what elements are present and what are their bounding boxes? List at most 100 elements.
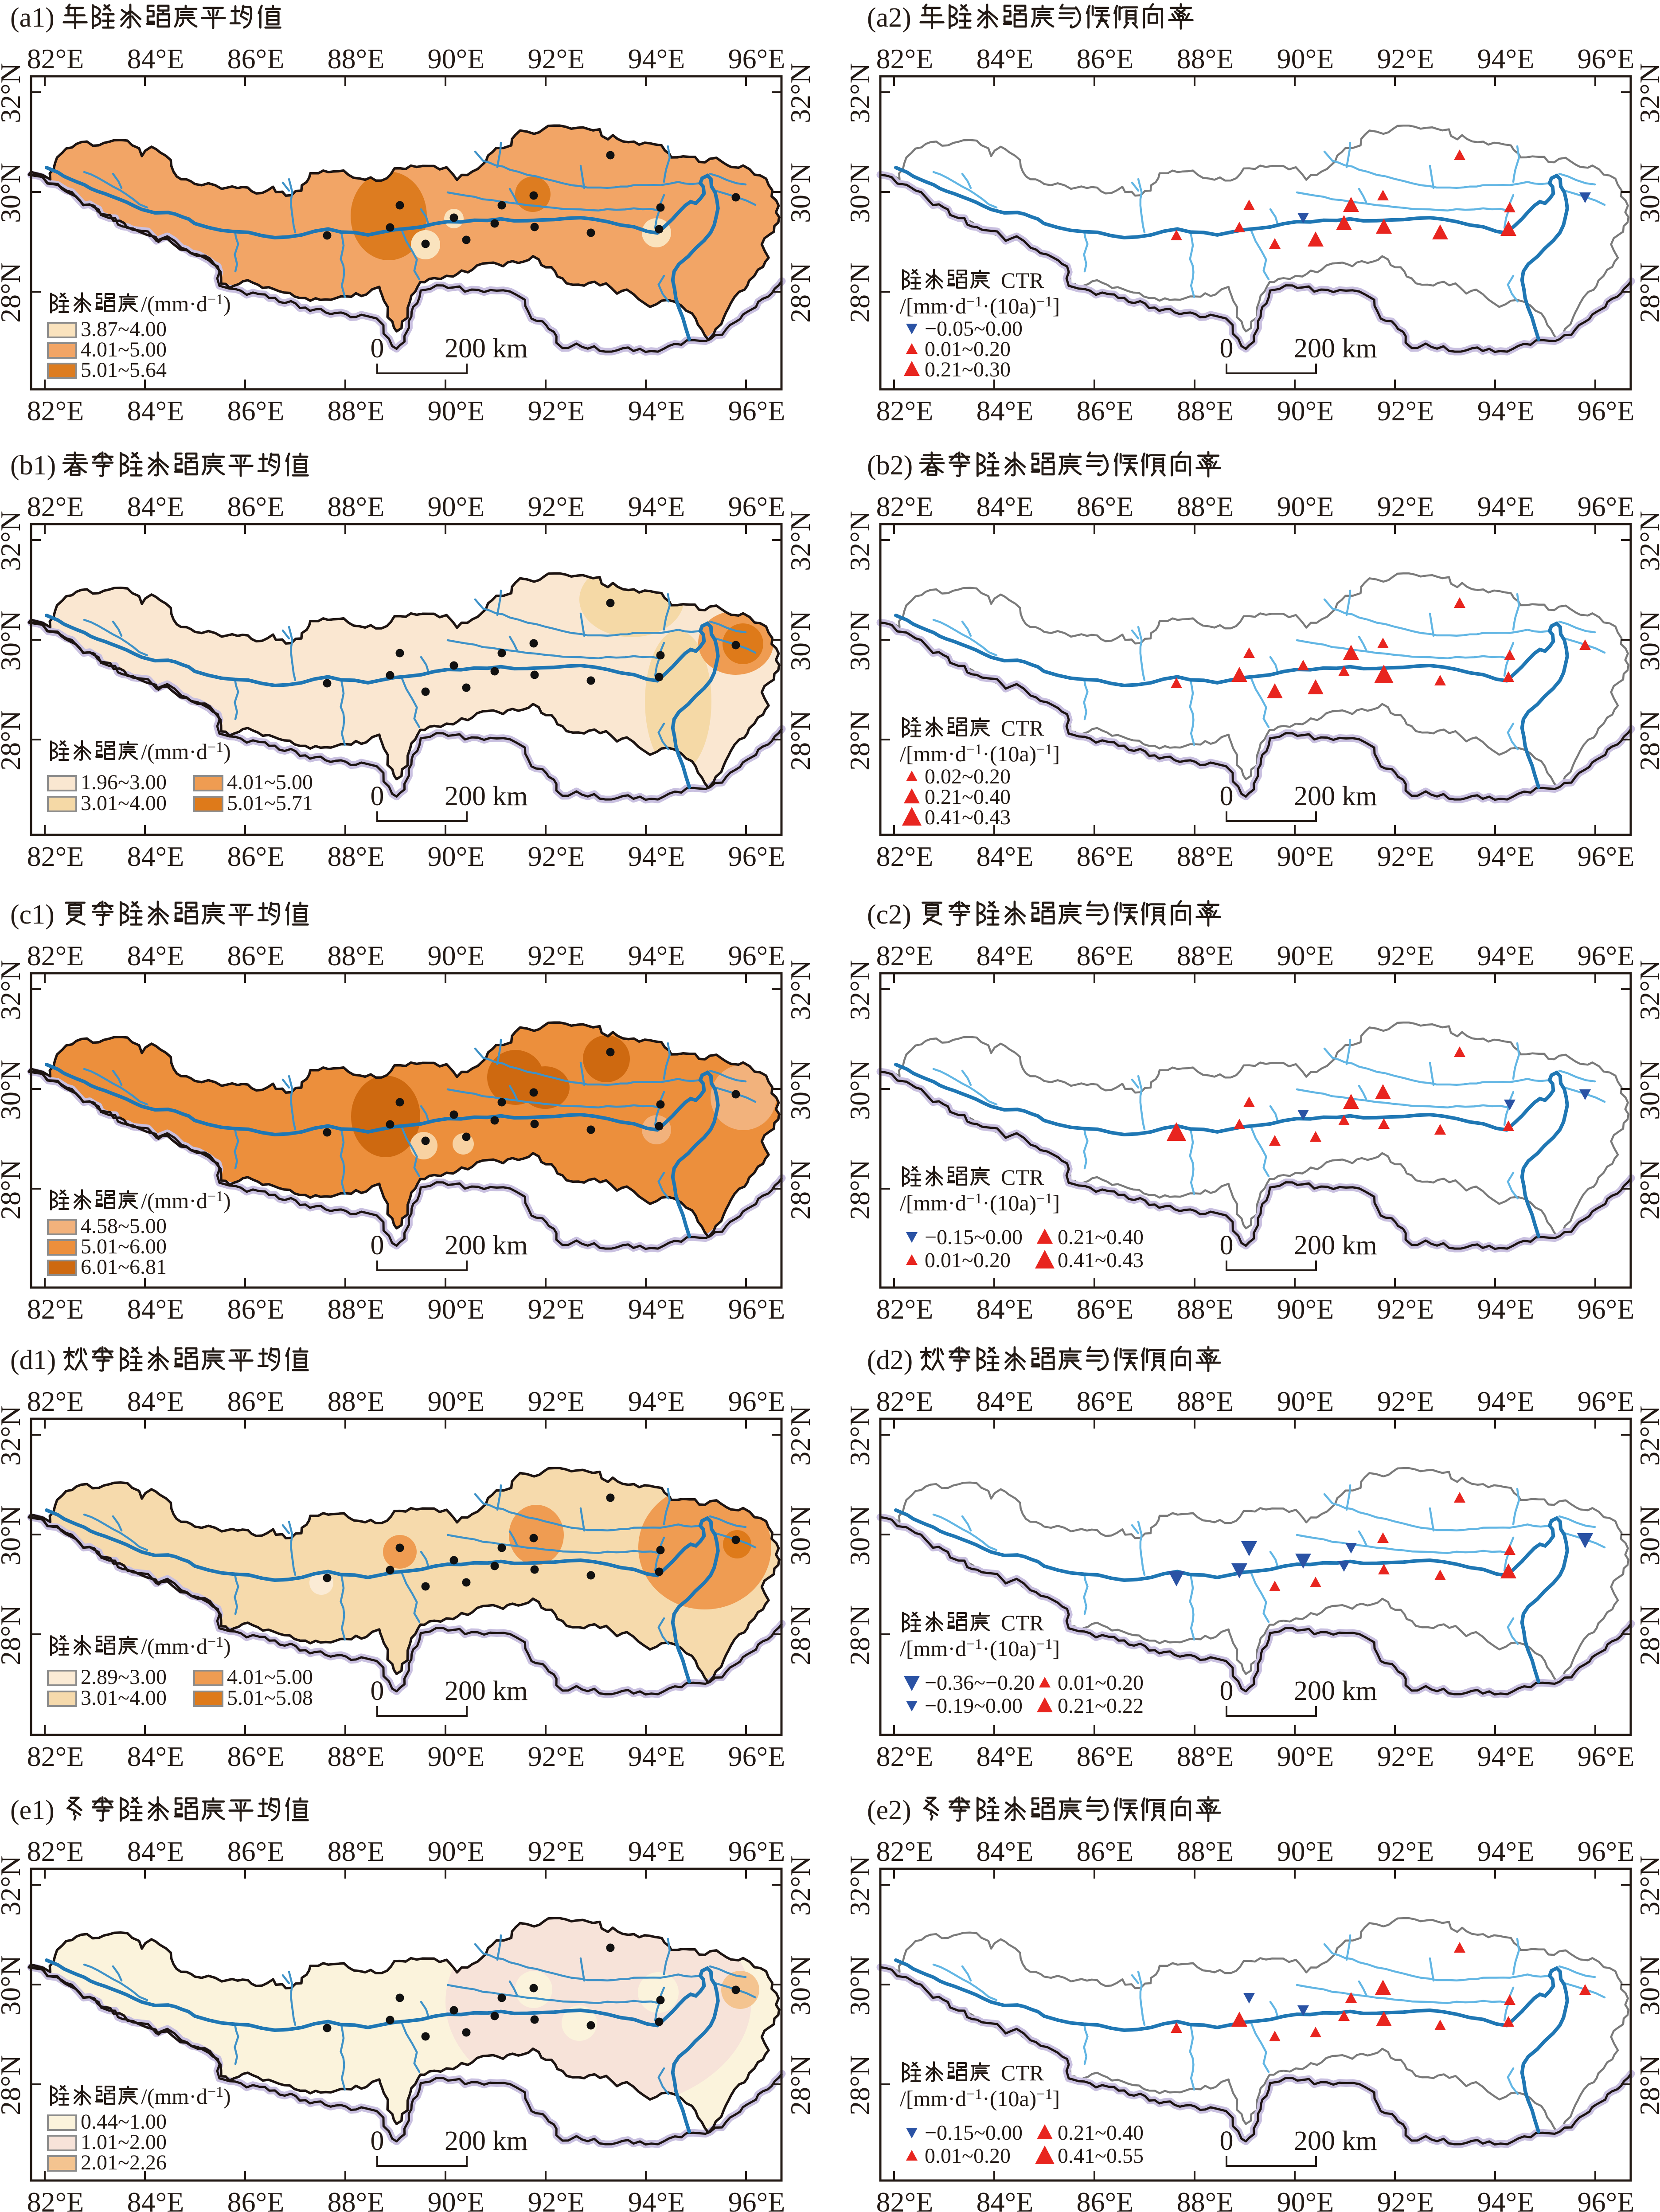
svg-text:92°E: 92°E (528, 1741, 585, 1772)
svg-text:5.01~5.64: 5.01~5.64 (81, 358, 167, 382)
svg-text:82°E: 82°E (876, 1386, 934, 1417)
svg-text:32°N: 32°N (844, 1406, 875, 1466)
svg-text:86°E: 86°E (1077, 2186, 1134, 2212)
svg-text:82°E: 82°E (27, 1293, 84, 1325)
svg-text:30°N: 30°N (785, 611, 816, 671)
svg-text:96°E: 96°E (728, 1836, 785, 1867)
svg-text:28°N: 28°N (844, 2055, 875, 2115)
svg-text:88°E: 88°E (1177, 940, 1234, 971)
svg-text:84°E: 84°E (976, 1293, 1034, 1325)
svg-text:94°E: 94°E (1477, 841, 1535, 872)
svg-text:82°E: 82°E (27, 2186, 84, 2212)
svg-text:28°N: 28°N (0, 262, 26, 323)
svg-text:3.01~4.00: 3.01~4.00 (81, 791, 167, 815)
svg-text:(b1): (b1) (10, 450, 56, 481)
svg-text:94°E: 94°E (1477, 940, 1535, 971)
svg-text:90°E: 90°E (1277, 2186, 1334, 2212)
svg-text:92°E: 92°E (1377, 841, 1434, 872)
svg-text:0.41~0.43: 0.41~0.43 (1058, 1249, 1144, 1272)
svg-text:/[mm·d−1·(10a)−1]: /[mm·d−1·(10a)−1] (900, 1190, 1060, 1215)
svg-text:92°E: 92°E (1377, 395, 1434, 427)
svg-text:/[mm·d−1·(10a)−1]: /[mm·d−1·(10a)−1] (900, 1636, 1060, 1661)
svg-text:92°E: 92°E (528, 491, 585, 522)
svg-text:28°N: 28°N (844, 1159, 875, 1220)
svg-text:4.58~5.00: 4.58~5.00 (81, 1214, 167, 1238)
svg-text:0: 0 (1220, 2126, 1234, 2156)
svg-text:32°N: 32°N (844, 960, 875, 1020)
svg-text:0.21~0.30: 0.21~0.30 (925, 358, 1011, 381)
svg-text:96°E: 96°E (728, 1741, 785, 1772)
svg-text:82°E: 82°E (27, 43, 84, 74)
svg-text:82°E: 82°E (27, 1741, 84, 1772)
svg-text:(d1): (d1) (10, 1345, 56, 1375)
svg-text:92°E: 92°E (1377, 1293, 1434, 1325)
svg-text:(c2): (c2) (867, 900, 911, 930)
svg-text:88°E: 88°E (1177, 395, 1234, 427)
svg-text:90°E: 90°E (1277, 1741, 1334, 1772)
svg-text:200 km: 200 km (1294, 2126, 1377, 2156)
svg-text:30°N: 30°N (844, 1955, 875, 2016)
svg-text:30°N: 30°N (844, 1060, 875, 1120)
svg-text:96°E: 96°E (1578, 1741, 1635, 1772)
svg-text:88°E: 88°E (328, 1741, 385, 1772)
svg-text:82°E: 82°E (27, 395, 84, 427)
svg-text:−0.05~0.00: −0.05~0.00 (925, 317, 1023, 341)
svg-text:82°E: 82°E (876, 1741, 934, 1772)
svg-text:(e1): (e1) (10, 1795, 55, 1825)
svg-text:96°E: 96°E (1578, 43, 1635, 74)
svg-text:28°N: 28°N (844, 710, 875, 771)
svg-text:28°N: 28°N (785, 710, 816, 771)
svg-text:84°E: 84°E (127, 940, 184, 971)
svg-text:32°N: 32°N (0, 960, 26, 1020)
svg-text:32°N: 32°N (1634, 63, 1660, 123)
svg-text:−0.15~0.00: −0.15~0.00 (925, 1225, 1023, 1249)
svg-text:86°E: 86°E (227, 1293, 285, 1325)
svg-text:30°N: 30°N (785, 1505, 816, 1566)
svg-text:96°E: 96°E (728, 395, 785, 427)
svg-text:28°N: 28°N (1634, 2055, 1660, 2115)
svg-text:90°E: 90°E (1277, 940, 1334, 971)
svg-text:30°N: 30°N (0, 1505, 26, 1566)
svg-text:CTR: CTR (1001, 1610, 1044, 1635)
svg-text:86°E: 86°E (227, 1741, 285, 1772)
svg-text:200 km: 200 km (445, 2126, 528, 2156)
svg-text:32°N: 32°N (785, 1856, 816, 1916)
svg-text:92°E: 92°E (528, 940, 585, 971)
svg-text:94°E: 94°E (628, 1386, 685, 1417)
svg-text:88°E: 88°E (328, 395, 385, 427)
svg-text:0.44~1.00: 0.44~1.00 (81, 2110, 167, 2134)
svg-text:88°E: 88°E (328, 940, 385, 971)
svg-text:84°E: 84°E (976, 1386, 1034, 1417)
svg-text:92°E: 92°E (1377, 491, 1434, 522)
svg-text:86°E: 86°E (227, 395, 285, 427)
svg-text:92°E: 92°E (528, 43, 585, 74)
svg-text:30°N: 30°N (844, 611, 875, 671)
svg-text:0: 0 (371, 333, 384, 364)
svg-text:32°N: 32°N (1634, 511, 1660, 571)
svg-text:88°E: 88°E (1177, 1386, 1234, 1417)
svg-text:94°E: 94°E (628, 1293, 685, 1325)
svg-text:94°E: 94°E (628, 841, 685, 872)
svg-text:84°E: 84°E (127, 1293, 184, 1325)
svg-text:2.01~2.26: 2.01~2.26 (81, 2151, 167, 2174)
svg-text:90°E: 90°E (428, 1386, 485, 1417)
svg-text:86°E: 86°E (1077, 395, 1134, 427)
svg-text:82°E: 82°E (876, 1293, 934, 1325)
svg-text:32°N: 32°N (785, 960, 816, 1020)
svg-text:32°N: 32°N (844, 1856, 875, 1916)
svg-text:86°E: 86°E (227, 491, 285, 522)
svg-text:−0.19~0.00: −0.19~0.00 (925, 1694, 1023, 1718)
svg-text:84°E: 84°E (127, 1836, 184, 1867)
svg-text:32°N: 32°N (0, 511, 26, 571)
svg-text:4.01~5.00: 4.01~5.00 (81, 338, 167, 361)
svg-text:84°E: 84°E (127, 43, 184, 74)
svg-text:86°E: 86°E (227, 1386, 285, 1417)
svg-text:0.01~0.20: 0.01~0.20 (925, 1249, 1011, 1272)
svg-text:28°N: 28°N (0, 2055, 26, 2115)
svg-text:CTR: CTR (1001, 268, 1044, 293)
svg-text:0: 0 (1220, 333, 1234, 364)
svg-text:86°E: 86°E (1077, 1386, 1134, 1417)
svg-text:92°E: 92°E (1377, 1836, 1434, 1867)
svg-text:90°E: 90°E (428, 1836, 485, 1867)
svg-text:90°E: 90°E (1277, 1293, 1334, 1325)
